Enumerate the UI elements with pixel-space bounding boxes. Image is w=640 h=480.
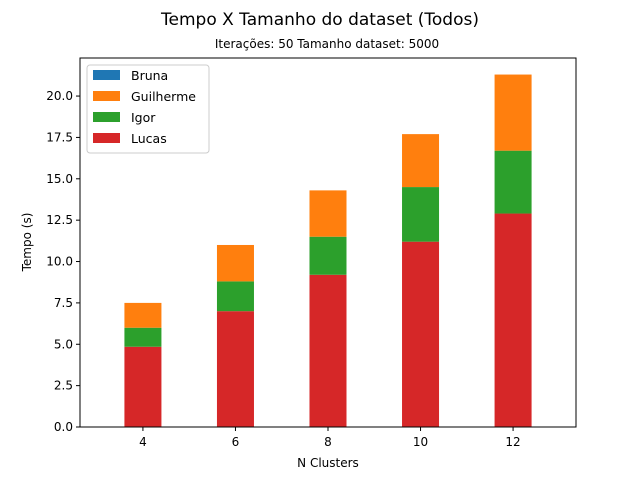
x-tick-label: 8 <box>324 435 332 449</box>
bar-guilherme-8 <box>309 190 347 237</box>
chart-subtitle: Iterações: 50 Tamanho dataset: 5000 <box>215 37 439 51</box>
bar-lucas-8 <box>309 274 347 427</box>
legend-swatch-guilherme <box>93 91 120 101</box>
bar-lucas-12 <box>494 213 532 427</box>
bar-lucas-10 <box>402 241 440 427</box>
y-tick-label: 15.0 <box>46 172 73 186</box>
x-tick-label: 6 <box>232 435 240 449</box>
x-tick-label: 12 <box>505 435 520 449</box>
legend-label-lucas: Lucas <box>131 131 167 146</box>
bar-guilherme-12 <box>494 74 532 151</box>
y-tick-label: 17.5 <box>46 130 73 144</box>
y-tick-label: 7.5 <box>54 296 73 310</box>
bar-igor-4 <box>124 327 162 347</box>
plot-frame <box>79 57 577 428</box>
x-tick-label: 4 <box>139 435 147 449</box>
y-tick-label: 5.0 <box>54 337 73 351</box>
legend-label-guilherme: Guilherme <box>131 89 196 104</box>
legend-swatch-lucas <box>93 133 120 143</box>
bar-guilherme-4 <box>124 302 162 328</box>
bar-igor-12 <box>494 150 532 214</box>
chart-title: Tempo X Tamanho do dataset (Todos) <box>160 10 479 30</box>
y-tick-label: 12.5 <box>46 213 73 227</box>
legend-box <box>86 64 210 154</box>
bars-layer <box>124 74 532 427</box>
y-tick-label: 0.0 <box>54 420 73 434</box>
y-tick-label: 2.5 <box>54 379 73 393</box>
bar-guilherme-6 <box>216 244 254 282</box>
y-tick-label: 20.0 <box>46 89 73 103</box>
y-tick-label: 10.0 <box>46 255 73 269</box>
bar-lucas-6 <box>216 311 254 427</box>
bar-igor-10 <box>402 187 440 242</box>
bar-igor-8 <box>309 236 347 275</box>
legend-label-bruna: Bruna <box>131 68 168 83</box>
bar-lucas-4 <box>124 346 162 427</box>
legend-swatch-igor <box>93 112 120 122</box>
x-axis-label: N Clusters <box>297 456 359 470</box>
legend-label-igor: Igor <box>131 110 156 125</box>
x-tick-label: 10 <box>413 435 428 449</box>
y-axis-label: Tempo (s) <box>20 213 34 273</box>
y-axis: 0.0 2.5 5.0 7.5 10.0 12.5 15.0 17.5 20.0 <box>46 89 80 434</box>
x-axis: 4 6 8 10 12 <box>139 427 521 449</box>
legend: Bruna Guilherme Igor Lucas <box>86 64 210 154</box>
legend-swatch-bruna <box>93 70 120 80</box>
bar-igor-6 <box>216 281 254 312</box>
bar-guilherme-10 <box>402 134 440 188</box>
